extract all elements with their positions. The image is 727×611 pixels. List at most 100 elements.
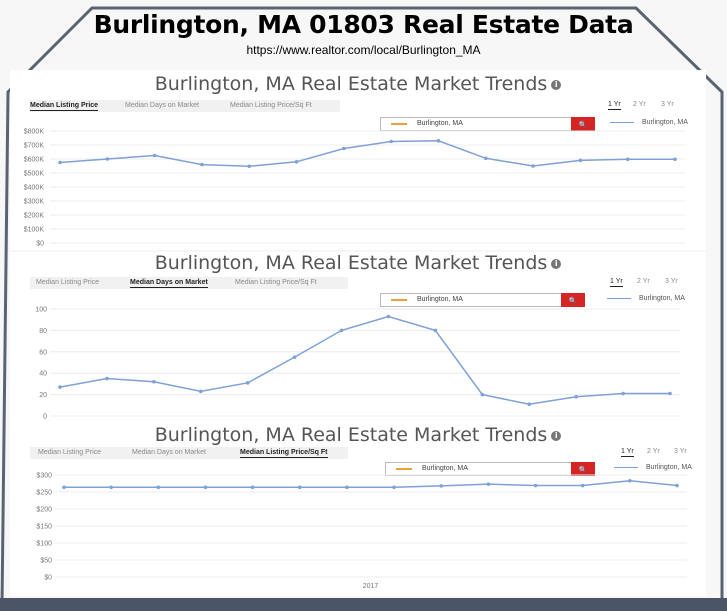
range-option-3yr[interactable]: 3 Yr <box>665 278 678 285</box>
data-point[interactable] <box>247 164 252 169</box>
range-option-3yr[interactable]: 3 Yr <box>674 448 687 455</box>
data-point[interactable] <box>105 157 110 161</box>
data-point[interactable] <box>486 482 491 486</box>
y-tick-label: $100 <box>36 541 52 548</box>
legend-label: Burlington, MA <box>639 295 685 302</box>
data-point[interactable] <box>625 157 630 162</box>
tab-median-days-on-market[interactable]: Median Days on Market <box>125 102 199 109</box>
tab-median-listing-price[interactable]: Median Listing Price <box>38 449 102 456</box>
search-button[interactable]: 🔍 <box>571 117 595 131</box>
data-point[interactable] <box>628 478 632 483</box>
line-chart: $0 $50 $100 $150 $200 $250 $300 2017 <box>36 473 687 590</box>
y-tick-label: 100 <box>35 307 47 314</box>
data-point[interactable] <box>345 485 349 490</box>
tab-median-listing-price-sqft[interactable]: Median Listing Price/Sq Ft <box>240 449 328 458</box>
data-point[interactable] <box>156 485 161 490</box>
data-point[interactable] <box>152 379 156 384</box>
trends-panel-1: Burlington, MA Real Estate Market Trends… <box>10 70 706 250</box>
y-tick-label: $200K <box>24 213 45 220</box>
data-point[interactable] <box>673 157 677 162</box>
search-icon: 🔍 <box>578 122 588 129</box>
data-point[interactable] <box>531 164 535 168</box>
tab-median-listing-price[interactable]: Median Listing Price <box>36 279 100 286</box>
tab-median-listing-price-sqft[interactable]: Median Listing Price/Sq Ft <box>235 279 317 286</box>
data-point[interactable] <box>62 485 66 490</box>
data-point[interactable] <box>580 483 585 488</box>
y-tick-label: $0 <box>36 241 44 248</box>
x-tick-label: 2017 <box>363 583 379 590</box>
range-option-2yr[interactable]: 2 Yr <box>637 278 650 285</box>
data-point[interactable] <box>297 485 302 490</box>
data-point[interactable] <box>105 376 109 381</box>
data-point[interactable] <box>533 483 538 488</box>
trends-panel-3: Burlington, MA Real Estate Market Trends… <box>10 424 706 596</box>
data-point[interactable] <box>578 158 583 163</box>
data-point[interactable] <box>342 146 346 151</box>
legend-label: Burlington, MA <box>642 119 688 126</box>
data-point[interactable] <box>439 484 444 488</box>
data-point[interactable] <box>389 139 393 144</box>
data-point[interactable] <box>675 483 679 488</box>
line-chart: 0 20 40 60 80 100 <box>35 307 680 421</box>
location-value: Burlington, MA <box>417 120 463 127</box>
tab-median-days-on-market[interactable]: Median Days on Market <box>130 279 208 288</box>
range-option-2yr[interactable]: 2 Yr <box>633 101 646 108</box>
search-button[interactable]: 🔍 <box>561 293 585 307</box>
range-option-1yr[interactable]: 1 Yr <box>621 448 634 457</box>
y-tick-label: 80 <box>39 328 47 335</box>
legend-swatch <box>614 466 638 468</box>
data-point[interactable] <box>200 162 204 167</box>
location-search-input[interactable]: Burlington, MA 🔍 <box>380 293 585 307</box>
data-point[interactable] <box>339 328 344 333</box>
data-point[interactable] <box>245 381 250 385</box>
tab-median-days-on-market[interactable]: Median Days on Market <box>132 449 206 456</box>
data-point[interactable] <box>574 394 578 399</box>
data-point[interactable] <box>292 355 297 359</box>
y-tick-label: $800K <box>24 129 45 136</box>
data-point[interactable] <box>109 485 113 490</box>
chart-legend: Burlington, MA <box>607 295 685 302</box>
legend-swatch <box>607 297 631 299</box>
panel-title-text: Burlington, MA Real Estate Market Trends <box>154 252 548 274</box>
range-option-3yr[interactable]: 3 Yr <box>661 101 674 108</box>
metric-tabs: Median Listing Price Median Days on Marke… <box>30 100 340 112</box>
info-icon[interactable]: i <box>551 430 562 441</box>
panel-title: Burlington, MA Real Estate Market Trends… <box>10 73 706 95</box>
search-button[interactable]: 🔍 <box>571 462 595 476</box>
legend-label: Burlington, MA <box>646 464 692 471</box>
range-option-1yr[interactable]: 1 Yr <box>610 278 623 287</box>
data-point[interactable] <box>58 385 62 389</box>
data-point[interactable] <box>386 314 391 319</box>
series-line <box>59 140 675 168</box>
data-point[interactable] <box>58 160 62 165</box>
chart-legend: Burlington, MA <box>614 464 692 471</box>
data-point[interactable] <box>203 485 208 490</box>
tab-median-listing-price[interactable]: Median Listing Price <box>30 102 99 111</box>
data-point[interactable] <box>152 153 157 158</box>
data-point[interactable] <box>483 156 488 161</box>
location-color-swatch <box>391 123 407 125</box>
panel-title-text: Burlington, MA Real Estate Market Trends <box>154 424 548 446</box>
data-point[interactable] <box>436 139 441 143</box>
data-point[interactable] <box>392 485 396 490</box>
y-tick-label: $300K <box>24 199 45 206</box>
data-point[interactable] <box>527 402 532 407</box>
data-point[interactable] <box>198 389 203 394</box>
metric-tabs: Median Listing Price Median Days on Marke… <box>30 447 348 459</box>
data-point[interactable] <box>668 391 672 396</box>
data-point[interactable] <box>250 485 255 490</box>
y-tick-label: $300 <box>36 473 52 480</box>
data-point[interactable] <box>433 328 438 333</box>
line-chart: $0 $100K $200K $300K $400K $500K $600K $700K $80… <box>24 129 685 248</box>
range-option-2yr[interactable]: 2 Yr <box>647 448 660 455</box>
data-point[interactable] <box>621 391 625 396</box>
info-icon[interactable]: i <box>551 79 562 90</box>
tab-median-listing-price-sqft[interactable]: Median Listing Price/Sq Ft <box>230 102 312 109</box>
location-color-swatch <box>396 468 412 470</box>
search-icon: 🔍 <box>578 467 588 474</box>
range-option-1yr[interactable]: 1 Yr <box>608 101 621 110</box>
data-point[interactable] <box>294 160 299 164</box>
data-point[interactable] <box>480 392 485 397</box>
info-icon[interactable]: i <box>551 258 562 269</box>
y-tick-label: 40 <box>39 371 47 378</box>
